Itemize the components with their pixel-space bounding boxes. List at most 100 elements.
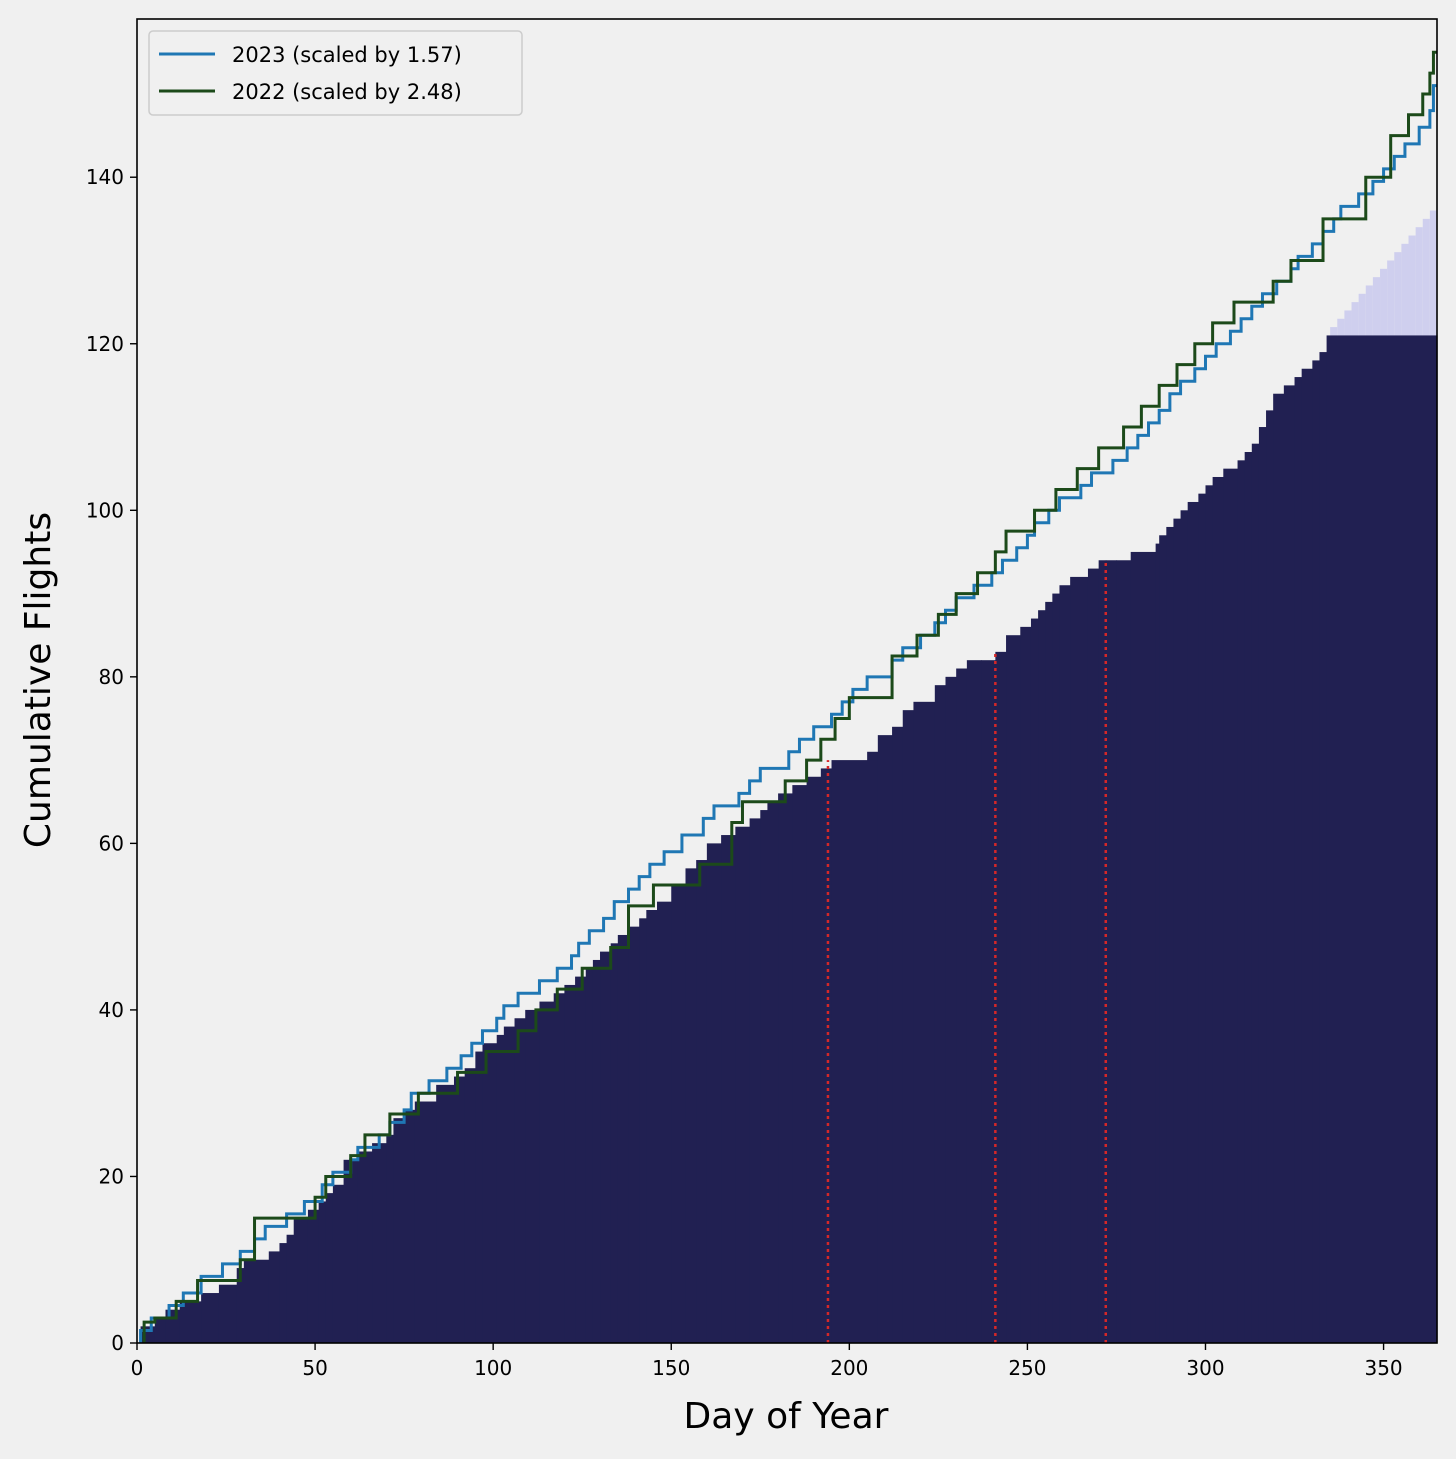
cumulative-flights-bar xyxy=(646,909,658,1343)
legend-box xyxy=(148,30,523,116)
cumulative-flights-bar xyxy=(831,760,868,1343)
cumulative-flights-bar xyxy=(332,1184,345,1343)
cumulative-flights-bar xyxy=(1052,593,1061,1343)
cumulative-flights-bar xyxy=(696,860,708,1343)
cumulative-flights-bar xyxy=(1020,626,1032,1343)
cumulative-flights-bar xyxy=(1045,601,1053,1343)
cumulative-flights-bar xyxy=(1180,510,1189,1343)
cumulative-flights-bar xyxy=(386,1134,395,1343)
cumulative-flights-bar xyxy=(357,1151,373,1343)
cumulative-flights-bar xyxy=(706,843,722,1343)
cumulative-flights-bar xyxy=(1105,560,1118,1343)
cumulative-flights-bar xyxy=(877,735,893,1343)
cumulative-flights-bar xyxy=(553,993,565,1343)
cumulative-flights-bar xyxy=(343,1159,359,1343)
x-tick-label: 350 xyxy=(1364,1356,1402,1380)
cumulative-flights-bar xyxy=(778,793,793,1343)
cumulative-flights-bar xyxy=(995,651,1007,1343)
legend-label: 2022 (scaled by 2.48) xyxy=(232,80,462,104)
cumulative-flights-bar xyxy=(867,751,879,1343)
cumulative-flights-bar xyxy=(685,868,697,1343)
cumulative-flights-bar xyxy=(1237,460,1246,1343)
cumulative-flights-bar xyxy=(496,1034,505,1343)
cumulative-flights-bar xyxy=(945,676,957,1343)
cumulative-flights-bar xyxy=(913,701,936,1343)
y-tick-label: 140 xyxy=(86,165,124,189)
cumulative-flights-bar xyxy=(600,951,612,1343)
cumulative-flights-bar xyxy=(585,968,594,1343)
cumulative-flights-bar xyxy=(1030,618,1039,1343)
cumulative-flights-bar xyxy=(236,1268,245,1343)
cumulative-flights-bar xyxy=(1198,493,1207,1344)
plot-area xyxy=(136,18,1438,1344)
y-tick-label: 40 xyxy=(99,998,124,1022)
cumulative-flights-bar xyxy=(820,768,833,1343)
cumulative-flights-bar xyxy=(372,1143,387,1343)
cumulative-flights-bar xyxy=(1205,485,1214,1343)
cumulative-flights-bar xyxy=(475,1051,484,1343)
cumulative-flights-bar xyxy=(1116,560,1132,1343)
cumulative-flights-bar xyxy=(610,943,619,1343)
cumulative-flights-bar xyxy=(482,1043,498,1343)
cumulative-flights-bar xyxy=(293,1218,309,1343)
cumulative-flights-bar xyxy=(525,1009,541,1343)
cumulative-flights-bar xyxy=(1251,443,1260,1343)
cumulative-flights-bar xyxy=(966,660,982,1343)
cumulative-flights-bar xyxy=(1273,393,1285,1343)
legend: 2023 (scaled by 1.57) 2022 (scaled by 2.4… xyxy=(148,30,523,116)
x-tick-label: 50 xyxy=(302,1356,327,1380)
legend-label: 2023 (scaled by 1.57) xyxy=(232,43,462,67)
cumulative-flights-bar xyxy=(325,1193,334,1343)
cumulative-flights-bar xyxy=(539,1001,555,1343)
x-tick-label: 200 xyxy=(830,1356,868,1380)
cumulative-flights-bar xyxy=(981,660,996,1343)
x-tick-label: 250 xyxy=(1008,1356,1046,1380)
cumulative-flights-bar xyxy=(286,1234,295,1343)
cumulative-flights-bar xyxy=(902,710,915,1343)
cumulative-flights-bar xyxy=(201,1293,220,1343)
cumulative-flights-bar xyxy=(1294,377,1303,1344)
cumulative-flights-bar xyxy=(1166,526,1175,1343)
cumulative-flights-bar xyxy=(592,959,601,1343)
cumulative-flights-bar xyxy=(1244,452,1253,1343)
cumulative-flights-bar xyxy=(1059,585,1071,1343)
cumulative-flights-bar xyxy=(1187,501,1199,1343)
cumulative-flights-bar xyxy=(575,976,587,1343)
cumulative-flights-bar xyxy=(414,1101,437,1343)
y-tick-label: 20 xyxy=(99,1164,124,1188)
cumulative-flights-bar xyxy=(1038,610,1046,1343)
x-tick-label: 100 xyxy=(474,1356,512,1380)
cumulative-flights-bar xyxy=(307,1209,320,1343)
cumulative-flights-bar xyxy=(1130,551,1157,1343)
cumulative-flights-bar xyxy=(404,1109,416,1343)
cumulative-flights-bar xyxy=(179,1301,202,1343)
cumulative-flights-bar xyxy=(806,776,822,1343)
cumulative-flights-bar xyxy=(892,726,904,1343)
cumulative-flights-bar xyxy=(1301,368,1313,1343)
cumulative-flights-bar xyxy=(792,785,808,1343)
cumulative-flights-bar xyxy=(657,901,672,1343)
x-axis-ticks: 0 50 100 150 200 250 300 350 xyxy=(131,1343,1403,1380)
y-axis-title: Cumulative Flights xyxy=(18,512,59,848)
cumulative-flights-bar xyxy=(268,1251,281,1343)
y-tick-label: 60 xyxy=(99,831,124,855)
cumulative-flights-bar xyxy=(721,835,736,1343)
cumulative-flights-bar xyxy=(1319,352,1328,1343)
cumulative-flights-bar xyxy=(628,926,640,1343)
cumulative-flights-bar xyxy=(1087,568,1100,1343)
cumulative-flights-bar xyxy=(617,934,630,1343)
cumulative-flights-bar xyxy=(956,668,968,1343)
y-tick-label: 0 xyxy=(111,1331,124,1355)
cumulative-flights-bar xyxy=(154,1318,167,1343)
y-tick-label: 100 xyxy=(86,498,124,522)
cumulative-flights-bar xyxy=(1155,543,1160,1343)
x-tick-label: 300 xyxy=(1186,1356,1224,1380)
cumulative-flights-bar xyxy=(436,1084,455,1343)
cumulative-flights-bar xyxy=(1006,635,1021,1343)
cumulative-flights-bar xyxy=(393,1118,405,1343)
cumulative-flights-bar xyxy=(1159,535,1167,1343)
cumulative-flights-bar xyxy=(279,1243,288,1343)
cumulative-flights-bar xyxy=(1258,427,1267,1343)
